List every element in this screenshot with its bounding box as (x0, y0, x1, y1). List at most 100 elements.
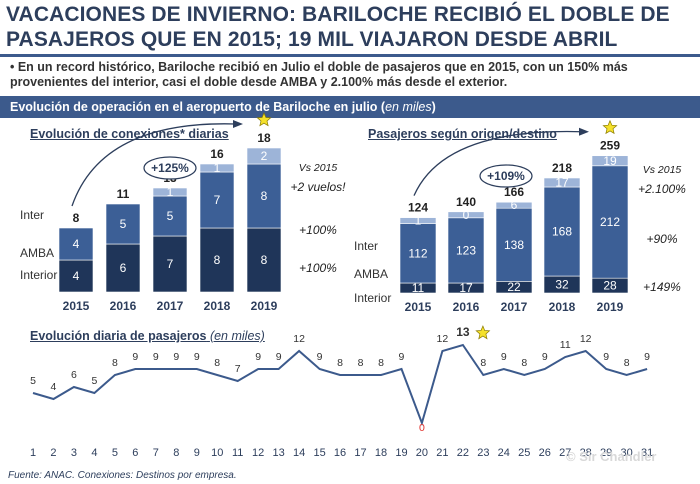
section-band-close: ) (431, 100, 436, 114)
chart2-tick-2019: 2019 (597, 300, 624, 314)
chart2-label-amba-2015: 112 (408, 246, 427, 260)
chart1-tick-2015: 2015 (63, 299, 90, 313)
chart1-growth-label: +125% (151, 161, 189, 175)
chart2-tick-2015: 2015 (405, 300, 432, 314)
chart1-tick-2016: 2016 (110, 299, 137, 313)
chart3-title-unit: (en miles) (209, 329, 265, 343)
chart1-label-interior-2019: 8 (261, 253, 268, 267)
chart2-total-2018: 218 (552, 161, 572, 175)
chart2-label-amba-2017: 138 (504, 238, 524, 252)
chart2-label-interior-2019: 28 (603, 279, 617, 293)
chart2-series-name-interior: Interior (354, 291, 391, 305)
chart2-star-icon (602, 119, 618, 135)
chart3-data-label-12: 9 (255, 351, 261, 363)
chart3-tick-29: 29 (600, 447, 612, 459)
chart2-series-name-inter: Inter (354, 239, 378, 253)
summary-bullet: • En un record histórico, Bariloche reci… (10, 60, 628, 89)
chart1-bar-interior-2019 (246, 227, 282, 293)
chart3-data-label-15: 9 (317, 351, 323, 363)
chart2-label-interior-2015: 11 (412, 281, 425, 295)
chart3-data-label-2: 4 (51, 381, 57, 393)
chart3-tick-5: 5 (112, 447, 118, 459)
chart1-series-name-amba: AMBA (20, 246, 54, 260)
chart1-vs-title: Vs 2015 (299, 162, 338, 174)
chart1-vs-label-1: +100% (299, 223, 337, 237)
chart2-vs-label-2: +149% (643, 280, 681, 294)
chart3-tick-31: 31 (641, 447, 653, 459)
chart3-tick-7: 7 (153, 447, 159, 459)
section-band: Evolución de operación en el aeropuerto … (0, 96, 700, 118)
chart3-tick-20: 20 (416, 447, 428, 459)
chart1-label-inter-2017: 1 (167, 185, 174, 199)
chart2-total-2017: 166 (504, 185, 524, 199)
chart1-bar-interior-2016 (105, 243, 141, 293)
chart1-series-name-interior: Interior (20, 268, 57, 282)
chart3-data-label-1: 5 (30, 375, 36, 387)
chart3-data-label-13: 9 (276, 351, 282, 363)
chart3-tick-27: 27 (559, 447, 571, 459)
chart1-label-amba-2017: 5 (167, 209, 174, 223)
chart1-label-interior-2017: 7 (167, 257, 174, 271)
chart3-tick-30: 30 (621, 447, 633, 459)
chart1-vs-label-2: +100% (299, 261, 337, 275)
chart3-title-text: Evolución diaria de pasajeros (30, 329, 207, 343)
section-band-text: Evolución de operación en el aeropuerto … (10, 100, 386, 114)
chart2-growth-arrowhead (579, 127, 589, 136)
chart2-total-2015: 124 (408, 201, 428, 215)
chart3-data-label-27: 11 (560, 339, 571, 351)
chart3-tick-22: 22 (457, 447, 469, 459)
chart3-tick-9: 9 (194, 447, 200, 459)
chart1-bar-interior-2017 (152, 235, 188, 293)
title-divider (0, 54, 700, 57)
chart2-bar-inter-2018 (543, 177, 581, 188)
chart3-data-label-23: 8 (480, 357, 486, 369)
chart2-tick-2017: 2017 (501, 300, 528, 314)
chart3-data-label-9: 9 (194, 351, 200, 363)
chart3-tick-17: 17 (354, 447, 366, 459)
chart2-bar-inter-2016 (447, 211, 485, 219)
chart3-data-label-17: 8 (358, 357, 364, 369)
chart2-vs-label-1: +90% (646, 232, 677, 246)
chart2-growth-bubble (479, 164, 533, 188)
chart2-series-name-amba: AMBA (354, 267, 388, 281)
chart2-tick-2018: 2018 (549, 300, 576, 314)
source-footer: Fuente: ANAC. Conexiones: Destinos por e… (8, 470, 237, 481)
chart3-data-label-5: 8 (112, 357, 118, 369)
chart1-label-amba-2016: 5 (120, 217, 127, 231)
chart2-total-2019: 259 (600, 139, 620, 153)
chart2-total-2016: 140 (456, 195, 476, 209)
chart3-data-label-8: 9 (173, 351, 179, 363)
chart1-total-2016: 11 (117, 187, 130, 201)
section-band-unit: en miles (385, 100, 432, 114)
chart2-bar-amba-2018 (543, 186, 581, 277)
chart3-data-label-16: 8 (337, 357, 343, 369)
chart2-title: Pasajeros según origen/destino (368, 127, 557, 141)
chart1-tick-2017: 2017 (157, 299, 184, 313)
chart3-data-label-31: 9 (644, 351, 650, 363)
chart2-label-interior-2018: 32 (555, 278, 569, 292)
chart1-label-amba-2015: 4 (73, 237, 80, 251)
chart1-bar-amba-2019 (246, 163, 282, 229)
chart2-tick-2016: 2016 (453, 300, 480, 314)
chart3-tick-26: 26 (539, 447, 551, 459)
chart1-growth-arrow (71, 123, 237, 207)
chart3-data-label-4: 5 (91, 375, 97, 387)
chart1-growth-arrowhead (233, 120, 243, 128)
chart3-data-label-26: 9 (542, 351, 548, 363)
chart3-tick-12: 12 (252, 447, 264, 459)
chart3-tick-16: 16 (334, 447, 346, 459)
chart3-tick-18: 18 (375, 447, 387, 459)
chart2-bar-amba-2015 (399, 223, 437, 284)
chart1-label-interior-2018: 8 (214, 253, 221, 267)
chart3-data-label-6: 9 (132, 351, 138, 363)
chart1-label-inter-2018: 1 (214, 161, 221, 175)
chart1-bar-amba-2015 (58, 227, 94, 261)
chart3-data-label-20: 0 (419, 422, 425, 434)
chart3-tick-28: 28 (580, 447, 592, 459)
chart3-title: Evolución diaria de pasajeros (en miles) (30, 329, 265, 343)
chart1-bar-inter-2017 (152, 187, 188, 197)
chart1-title: Evolución de conexiones* diarias (30, 127, 229, 141)
chart1-total-2019: 18 (257, 131, 271, 145)
chart2-bar-inter-2019 (591, 155, 629, 167)
